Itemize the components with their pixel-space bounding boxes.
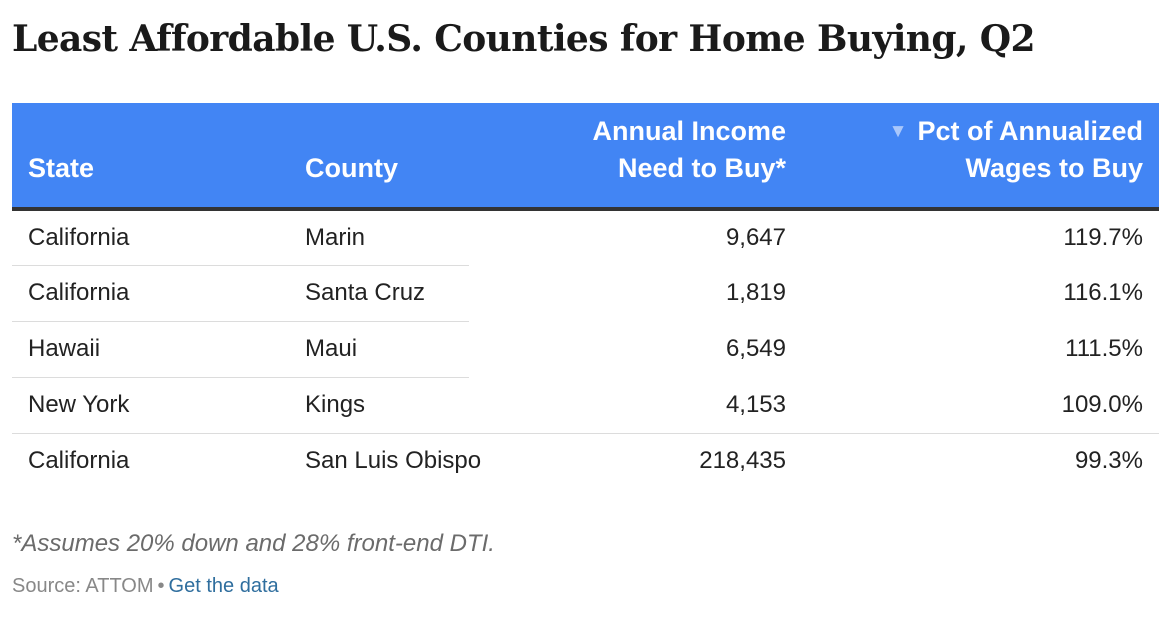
table-row: California San Luis Obispo 218,435 99.3% bbox=[12, 433, 1159, 489]
cell-state: Hawaii bbox=[12, 321, 289, 378]
cell-county: Marin bbox=[289, 209, 469, 266]
cell-state: California bbox=[12, 265, 289, 322]
header-county-label: County bbox=[305, 153, 398, 183]
cell-county: Maui bbox=[289, 321, 469, 378]
header-pct[interactable]: ▼ Pct of Annualized Wages to Buy bbox=[802, 103, 1159, 211]
cell-pct: 116.1% bbox=[1063, 279, 1143, 306]
cell-pct: 111.5% bbox=[1065, 335, 1143, 362]
cell-state: New York bbox=[12, 377, 289, 434]
cell-income: 4,153 bbox=[469, 377, 802, 434]
table-row: California Santa Cruz 1,819 116.1% bbox=[12, 265, 1159, 322]
header-income-label-line-1: Annual Income bbox=[592, 116, 786, 146]
header-state[interactable]: State bbox=[12, 103, 289, 211]
cell-county: San Luis Obispo bbox=[305, 447, 482, 475]
cell-state: California bbox=[28, 447, 130, 475]
chart-title: Least Affordable U.S. Counties for Home … bbox=[12, 18, 1036, 60]
source-label: Source: ATTOM bbox=[12, 575, 154, 597]
header-income-label-line-2: Need to Buy* bbox=[617, 153, 786, 183]
data-table: State County Annual Income Need to Buy* … bbox=[12, 103, 1159, 489]
cell-pct: 99.3% bbox=[1074, 447, 1143, 475]
footnote: *Assumes 20% down and 28% front-end DTI. bbox=[12, 530, 495, 557]
cell-income: 6,549 bbox=[725, 335, 786, 362]
header-pct-label-line-2: Wages to Buy bbox=[965, 153, 1143, 183]
source-line: Source: ATTOM • Get the data bbox=[12, 575, 279, 598]
table-row: New York Kings 4,153 109.0% bbox=[12, 377, 1159, 434]
cell-income: 9,647 bbox=[725, 224, 786, 251]
table-row: California Marin 9,647 119.7% bbox=[12, 209, 1159, 266]
source-separator: • bbox=[157, 575, 165, 597]
triangle-down-icon: ▼ bbox=[888, 121, 908, 142]
cell-income: 218,435 bbox=[699, 447, 786, 475]
table-header-row: State County Annual Income Need to Buy* … bbox=[12, 103, 1159, 211]
cell-state: California bbox=[12, 209, 289, 266]
header-pct-label-line-1: Pct of Annualized bbox=[917, 116, 1143, 146]
header-income[interactable]: Annual Income Need to Buy* bbox=[469, 103, 802, 211]
header-county[interactable]: County bbox=[289, 103, 469, 211]
get-the-data-link[interactable]: Get the data bbox=[168, 575, 279, 597]
cell-county: Kings bbox=[289, 377, 469, 434]
cell-income: 1,819 bbox=[725, 279, 786, 306]
cell-pct: 109.0% bbox=[802, 377, 1159, 434]
table-row: Hawaii Maui 6,549 111.5% bbox=[12, 321, 1159, 378]
header-state-label: State bbox=[28, 153, 95, 183]
cell-pct: 119.7% bbox=[1063, 224, 1143, 251]
cell-county: Santa Cruz bbox=[289, 265, 469, 322]
